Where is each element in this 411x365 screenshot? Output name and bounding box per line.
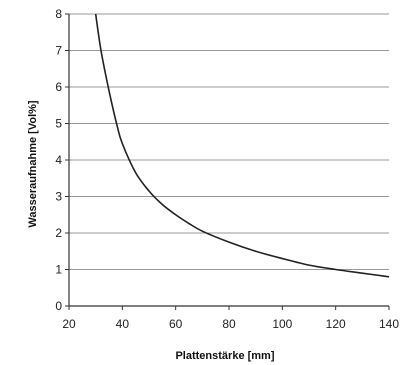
axes <box>65 13 390 310</box>
x-tick-label: 40 <box>116 317 130 331</box>
y-tick-label: 4 <box>55 153 62 167</box>
series-layer <box>94 13 390 278</box>
y-tick-label: 8 <box>55 7 62 21</box>
y-tick-label: 0 <box>55 299 62 313</box>
y-tick-label: 6 <box>55 80 62 94</box>
y-tick-labels: 0 1 2 3 4 5 6 7 8 <box>55 7 62 313</box>
y-axis-title: Wasseraufnahme [Vol%] <box>27 100 39 227</box>
y-tick-label: 3 <box>55 190 62 204</box>
y-tick-label: 5 <box>55 117 62 131</box>
x-tick-labels: 20 40 60 80 100 120 140 <box>62 317 399 331</box>
y-tick-label: 1 <box>55 263 62 277</box>
x-tick-label: 100 <box>272 317 292 331</box>
series-line <box>94 13 390 278</box>
y-tick-label: 2 <box>55 226 62 240</box>
x-tick-label: 20 <box>62 317 76 331</box>
x-tick-label: 120 <box>326 317 346 331</box>
x-axis-title: Plattenstärke [mm] <box>175 350 274 362</box>
x-tick-label: 80 <box>222 317 236 331</box>
y-tick-label: 7 <box>55 44 62 58</box>
x-tick-label: 60 <box>169 317 183 331</box>
x-tick-label: 140 <box>379 317 399 331</box>
gridlines <box>69 13 389 270</box>
